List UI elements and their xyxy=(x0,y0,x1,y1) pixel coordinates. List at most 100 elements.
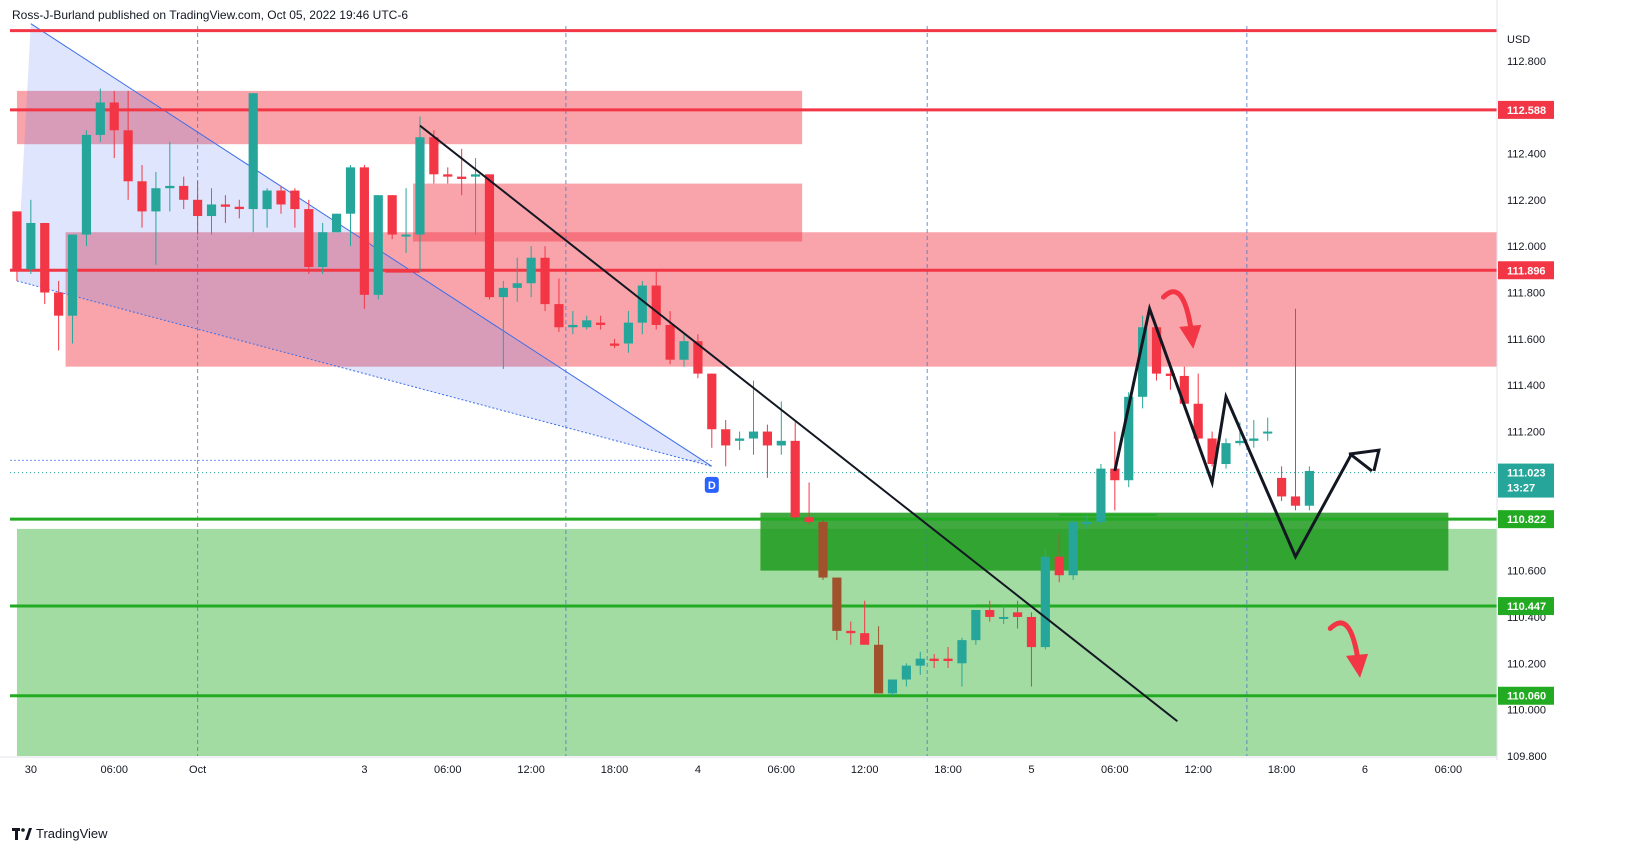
candle-body xyxy=(484,174,495,298)
candle-91 xyxy=(1277,466,1287,502)
candle-85 xyxy=(1193,373,1203,444)
candle-body xyxy=(1235,440,1245,444)
candle-body xyxy=(526,257,536,284)
candle-body xyxy=(443,174,453,177)
candle-5 xyxy=(81,130,92,247)
candle-body xyxy=(234,206,244,210)
candle-body xyxy=(193,199,203,217)
candle-body xyxy=(1082,521,1092,525)
candle-body xyxy=(1277,477,1287,497)
candle-19 xyxy=(276,185,286,214)
candle-body xyxy=(1290,496,1301,506)
candle-body xyxy=(735,438,745,441)
candle-72 xyxy=(1012,600,1023,629)
candle-57 xyxy=(804,482,814,525)
candle-41 xyxy=(582,315,592,330)
candle-body xyxy=(109,102,119,131)
candle-body xyxy=(137,181,147,212)
level-badge-1 xyxy=(1498,100,1554,119)
level-badge-4 xyxy=(1498,597,1554,616)
candle-27 xyxy=(387,195,397,240)
current-price-badge xyxy=(1498,463,1554,498)
candle-body xyxy=(415,137,425,235)
drawing-layer xyxy=(419,124,1381,723)
candle-body xyxy=(345,167,356,214)
candle-body xyxy=(999,616,1009,619)
candle-48 xyxy=(679,334,689,367)
session-line-layer xyxy=(197,26,1248,756)
candle-82 xyxy=(1151,327,1162,381)
candle-body xyxy=(818,521,828,578)
candle-70 xyxy=(985,600,995,622)
candle-body xyxy=(290,190,300,210)
wedge-label-box xyxy=(704,476,719,493)
candle-76 xyxy=(1068,519,1078,580)
trendline xyxy=(419,124,1178,723)
candle-body xyxy=(165,185,175,189)
candle-body xyxy=(693,341,703,374)
tradingview-logo[interactable]: TradingView xyxy=(12,826,108,841)
candle-body xyxy=(637,285,647,323)
candle-7 xyxy=(109,90,119,159)
wedge-upper-line xyxy=(30,23,713,467)
candle-4 xyxy=(67,234,78,344)
candle-body xyxy=(623,322,634,344)
candle-81 xyxy=(1138,315,1148,409)
zone-layer xyxy=(16,90,1498,756)
candle-body xyxy=(1179,375,1189,404)
level-badge-2 xyxy=(1498,261,1554,280)
candle-body xyxy=(457,176,467,179)
candle-body xyxy=(971,610,981,641)
candle-50 xyxy=(707,373,717,448)
candle-body xyxy=(179,185,189,200)
candle-body xyxy=(1026,616,1037,648)
candle-body xyxy=(776,440,786,446)
candle-93 xyxy=(1304,466,1314,511)
candle-body xyxy=(1012,612,1023,617)
y-tick-label-10: 110.200 xyxy=(1507,658,1546,670)
x-tick-label-14: 18:00 xyxy=(1268,764,1296,776)
brand-name: TradingView xyxy=(36,826,108,841)
candle-38 xyxy=(540,246,550,312)
x-tick-label-4: 06:00 xyxy=(434,764,462,776)
candle-16 xyxy=(234,199,244,219)
candle-body xyxy=(832,577,842,631)
candle-22 xyxy=(318,222,328,274)
candle-body xyxy=(790,440,800,518)
level-badge-5 xyxy=(1498,686,1554,705)
y-tick-label-2: 112.200 xyxy=(1507,195,1546,207)
x-tick-label-13: 12:00 xyxy=(1184,764,1212,776)
x-tick-label-12: 06:00 xyxy=(1101,764,1129,776)
zone-resistance-1 xyxy=(413,183,803,242)
candle-body xyxy=(1040,556,1050,648)
zone-support_dark-4 xyxy=(760,512,1449,571)
candle-body xyxy=(429,137,439,175)
candle-60 xyxy=(846,621,856,645)
candle-24 xyxy=(345,165,356,247)
y-tick-label-3: 112.000 xyxy=(1507,241,1546,253)
candle-34 xyxy=(484,174,495,300)
candle-body xyxy=(26,222,36,270)
candle-body xyxy=(262,190,272,210)
candle-61 xyxy=(860,600,870,645)
candle-1 xyxy=(26,199,36,274)
candle-21 xyxy=(304,199,314,274)
candle-body xyxy=(498,287,508,298)
candle-body xyxy=(359,167,369,295)
level-badge-label-3: 110.822 xyxy=(1507,514,1546,526)
candle-74 xyxy=(1040,547,1050,650)
candle-65 xyxy=(915,651,925,675)
candle-26 xyxy=(373,195,383,300)
candle-53 xyxy=(748,380,759,455)
candle-body xyxy=(304,209,314,268)
candle-0 xyxy=(12,211,22,281)
candle-body xyxy=(387,195,397,235)
candle-body xyxy=(1249,438,1259,441)
candle-25 xyxy=(359,165,369,309)
curved-arrow-stroke xyxy=(1327,620,1361,663)
candle-body xyxy=(220,204,230,207)
candle-13 xyxy=(193,181,203,235)
candle-body xyxy=(512,283,522,288)
candle-6 xyxy=(95,88,105,142)
